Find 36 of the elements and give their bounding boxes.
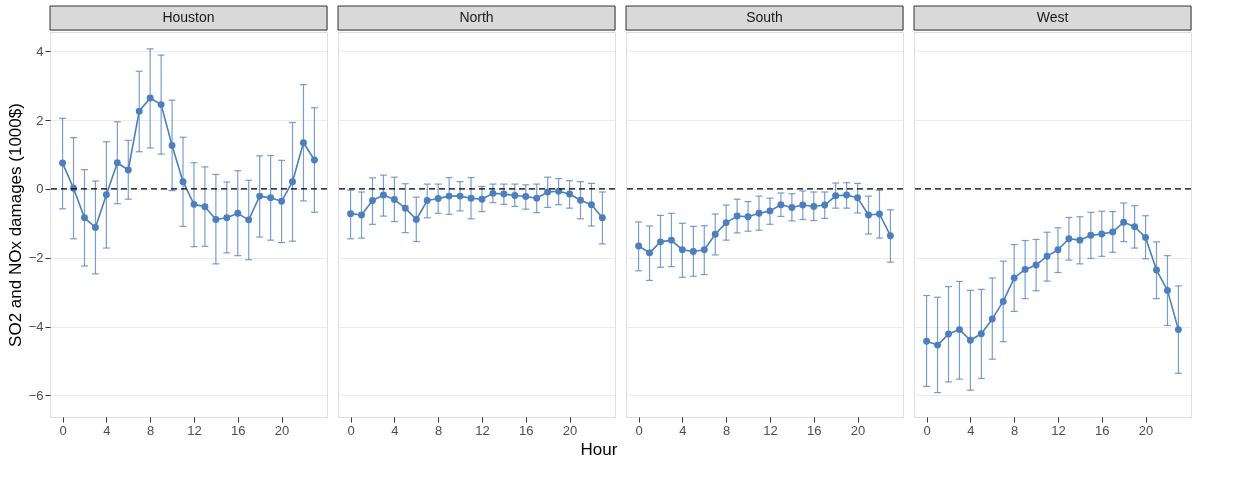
x-tick-label: 16 [1095,422,1110,438]
x-tick-label: 12 [763,422,778,438]
x-tick-label: 20 [274,422,290,438]
x-tick-label: 8 [1011,422,1019,438]
x-tick-label: 8 [435,422,443,438]
x-tick-label: 4 [391,422,399,438]
y-tick-label: −2 [28,250,44,266]
y-tick-label: 2 [36,112,44,128]
x-tick-label: 20 [850,422,866,438]
chart-title: Houston [162,9,215,25]
y-axis-title: SO2 and NOx damages (1000$) [5,103,25,347]
x-tick-label: 16 [231,422,246,438]
x-tick-label: 0 [347,422,355,438]
y-tick-label: −4 [28,319,44,335]
x-tick-label: 12 [1051,422,1066,438]
x-tick-label: 8 [147,422,155,438]
chart-title: South [746,9,783,25]
y-tick-label: 4 [36,43,44,59]
x-tick-label: 12 [187,422,202,438]
x-tick-label: 4 [967,422,975,438]
x-tick-label: 20 [562,422,578,438]
chart-title: North [459,9,494,25]
x-tick-label: 0 [923,422,931,438]
x-tick-label: 4 [679,422,687,438]
x-axis-title: Hour [580,439,618,459]
chart-title: West [1036,9,1069,25]
x-tick-label: 20 [1138,422,1154,438]
x-tick-label: 16 [807,422,822,438]
x-tick-label: 0 [635,422,643,438]
x-tick-label: 16 [519,422,534,438]
x-tick-label: 0 [59,422,67,438]
x-tick-label: 12 [475,422,490,438]
x-tick-label: 4 [103,422,111,438]
x-tick-label: 8 [723,422,731,438]
y-tick-label: 0 [36,181,44,197]
y-tick-label: −6 [28,387,44,403]
